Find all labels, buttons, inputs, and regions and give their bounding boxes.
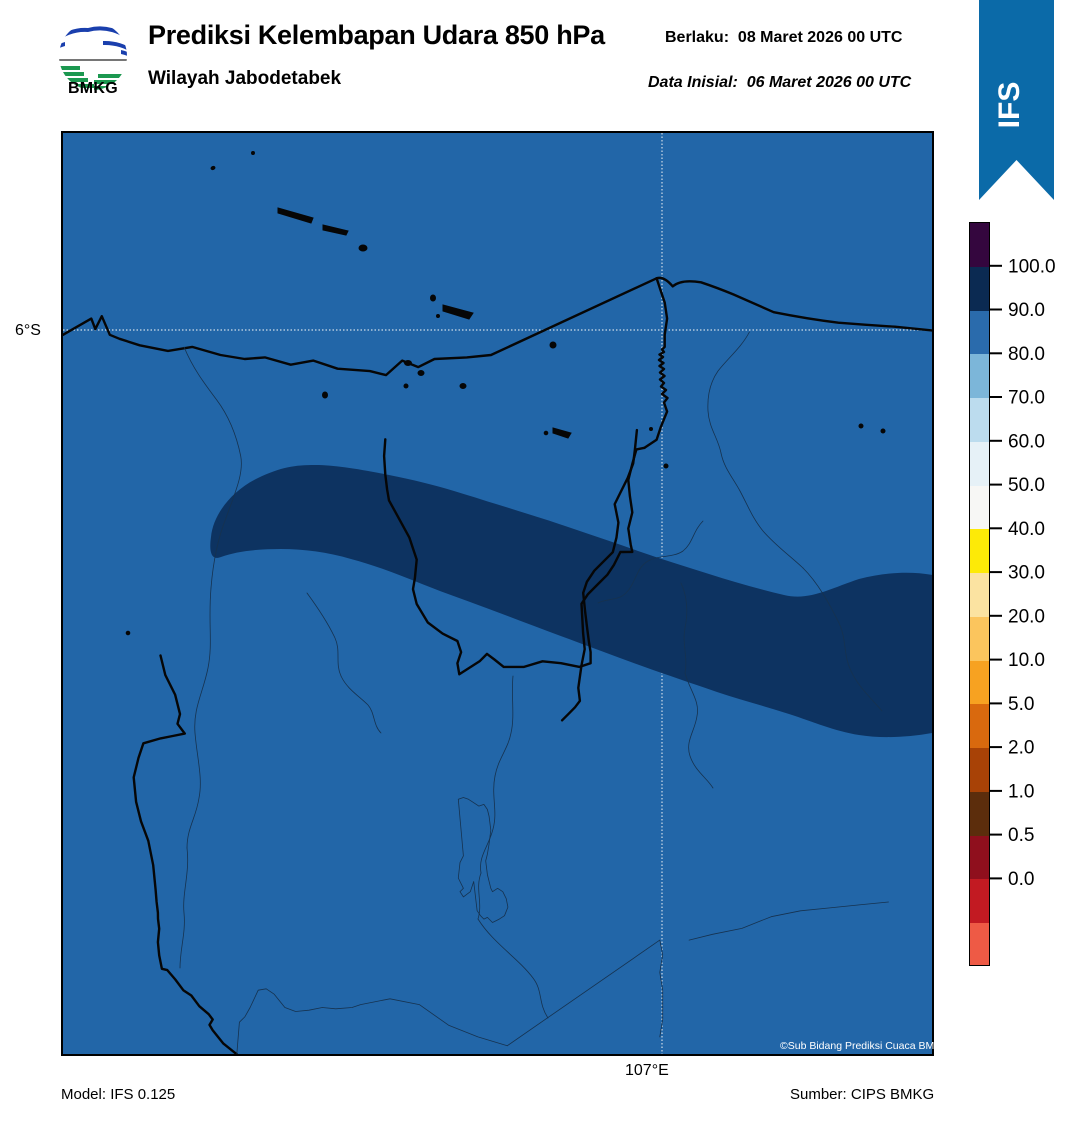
svg-text:0.0: 0.0 xyxy=(1008,869,1034,890)
svg-text:30.0: 30.0 xyxy=(1008,563,1045,584)
svg-text:80.0: 80.0 xyxy=(1008,344,1045,365)
svg-text:60.0: 60.0 xyxy=(1008,431,1045,452)
svg-text:0.5: 0.5 xyxy=(1008,825,1034,846)
svg-text:90.0: 90.0 xyxy=(1008,300,1045,321)
svg-text:10.0: 10.0 xyxy=(1008,650,1045,671)
svg-text:100.0: 100.0 xyxy=(1008,256,1056,277)
svg-text:5.0: 5.0 xyxy=(1008,694,1034,715)
svg-text:2.0: 2.0 xyxy=(1008,738,1034,759)
svg-text:20.0: 20.0 xyxy=(1008,606,1045,627)
svg-text:50.0: 50.0 xyxy=(1008,475,1045,496)
svg-text:70.0: 70.0 xyxy=(1008,388,1045,409)
svg-text:IFS: IFS xyxy=(993,82,1026,129)
svg-text:40.0: 40.0 xyxy=(1008,519,1045,540)
svg-text:1.0: 1.0 xyxy=(1008,781,1034,802)
